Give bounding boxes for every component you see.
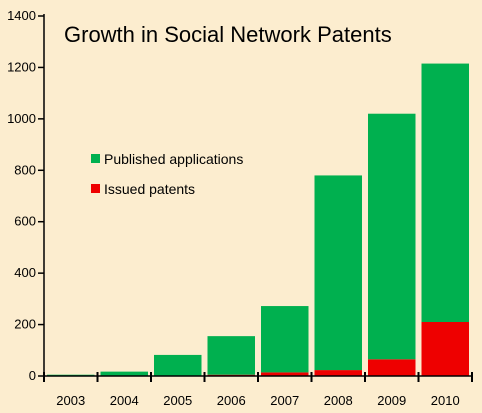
- bar-issued-2007: [261, 372, 309, 376]
- bar-published-2009: [368, 113, 416, 360]
- y-tick-label: 1400: [7, 8, 36, 23]
- bar-published-2010: [421, 63, 469, 322]
- legend-swatch: [91, 184, 100, 193]
- chart-title: Growth in Social Network Patents: [64, 22, 392, 47]
- y-tick-label: 400: [14, 265, 36, 280]
- y-ticks-group: 0 200 400 600 800 1000 1200 1400: [7, 8, 44, 383]
- legend-label: Published applications: [104, 151, 243, 167]
- bar-published-2006: [207, 336, 255, 375]
- y-tick-label: 200: [14, 317, 36, 332]
- y-tick-label: 1200: [7, 59, 36, 74]
- bar-published-2004: [100, 371, 148, 376]
- bar-published-2008: [314, 175, 362, 371]
- bar-published-2005: [154, 354, 202, 376]
- bar-issued-2010: [421, 322, 469, 376]
- legend-label: Issued patents: [104, 181, 195, 197]
- bar-issued-2008: [314, 370, 362, 376]
- x-tick-label: 2004: [110, 393, 139, 408]
- x-ticks-group: 2003 2004 2005 2006 2007 2008 2009 2010: [43, 372, 473, 408]
- x-tick-label: 2009: [377, 393, 406, 408]
- bar-published-2007: [261, 306, 309, 373]
- y-tick-label: 800: [14, 162, 36, 177]
- legend-swatch: [91, 154, 100, 163]
- x-tick-label: 2007: [270, 393, 299, 408]
- bar-issued-2009: [368, 359, 416, 376]
- x-tick-label: 2006: [217, 393, 246, 408]
- legend: Published applications Issued patents: [91, 151, 243, 197]
- x-tick-label: 2008: [324, 393, 353, 408]
- x-tick-label: 2003: [56, 393, 85, 408]
- bars-group: [47, 63, 469, 376]
- x-tick-label: 2005: [163, 393, 192, 408]
- y-tick-label: 0: [29, 368, 36, 383]
- x-tick-label: 2010: [431, 393, 460, 408]
- y-tick-label: 1000: [7, 111, 36, 126]
- y-tick-label: 600: [14, 214, 36, 229]
